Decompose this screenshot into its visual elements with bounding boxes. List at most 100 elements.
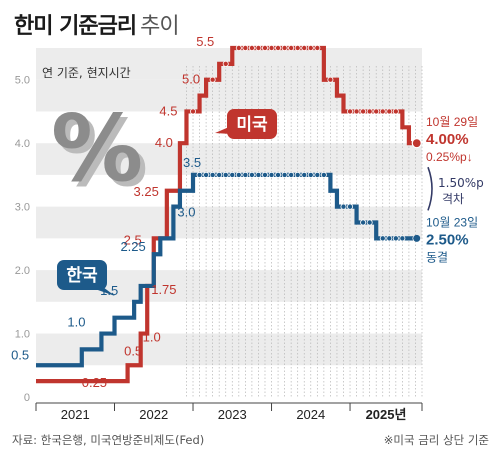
- unit-note: 연 기준, 현지시간: [42, 66, 131, 80]
- korea-flat-dot: [307, 171, 314, 178]
- us-flat-dot: [209, 76, 216, 83]
- gap-bracket: [427, 166, 433, 211]
- korea-flat-dot: [268, 171, 275, 178]
- us-value-label: 0.5: [124, 343, 142, 358]
- us-flat-dot: [222, 60, 229, 67]
- korea-flat-dot: [242, 171, 249, 178]
- us-value-label: 5.5: [196, 34, 214, 49]
- y-tick-label: 4.0: [15, 138, 30, 150]
- us-value-label: 3.25: [134, 184, 159, 199]
- y-tick-label: 3.0: [15, 202, 30, 214]
- korea-flat-dot: [235, 171, 242, 178]
- us-flat-dot: [379, 108, 386, 115]
- us-flat-dot: [347, 108, 354, 115]
- basis-note: ※미국 금리 상단 기준: [383, 433, 489, 447]
- korea-value-label: 2.25: [120, 239, 145, 254]
- us-value-label: 1.0: [143, 330, 161, 345]
- korea-flat-dot: [261, 171, 268, 178]
- us-value-label: 2.5: [124, 232, 142, 247]
- year-label: 2023: [218, 407, 247, 422]
- us-flat-dot: [360, 108, 367, 115]
- grid-band: [36, 79, 422, 112]
- us-end-change: 0.25%p↓: [426, 150, 473, 164]
- us-flat-dot: [255, 45, 262, 52]
- us-flat-dot: [307, 45, 314, 52]
- korea-flat-dot: [386, 235, 393, 242]
- us-flat-dot: [301, 45, 308, 52]
- us-value-label: 0.25: [82, 375, 107, 390]
- korea-flat-dot: [320, 171, 327, 178]
- us-flat-dot: [392, 108, 399, 115]
- x-axis: 2021 2022 2023 2024 2025년: [35, 402, 423, 422]
- point-labels: 0.250.51.01.752.53.254.04.55.05.50.51.01…: [11, 34, 214, 390]
- korea-flat-dot: [347, 203, 354, 210]
- korea-flat-dot: [314, 171, 321, 178]
- us-flat-dot: [294, 45, 301, 52]
- korea-flat-dot: [203, 171, 210, 178]
- korea-flat-dot: [294, 171, 301, 178]
- year-label: 2024: [296, 407, 325, 422]
- korea-flat-dot: [209, 171, 216, 178]
- korea-value-label: 0.5: [11, 347, 29, 362]
- us-tag-pointer: [215, 127, 231, 134]
- korea-flat-dot: [392, 235, 399, 242]
- korea-tag-label: 한국: [66, 266, 98, 286]
- percent-symbol-shadow: %: [56, 100, 148, 207]
- korea-value-label: 3.0: [177, 205, 195, 220]
- korea-tag-pointer: [95, 287, 115, 296]
- korea-flat-dot: [196, 171, 203, 178]
- korea-end-marker: [413, 234, 421, 242]
- series-lines: [36, 45, 418, 384]
- us-flat-dot: [281, 45, 288, 52]
- us-end-date: 10월 29일: [426, 115, 478, 129]
- us-value-label: 4.0: [155, 135, 173, 150]
- end-annotations: 10월 29일 4.00% 0.25%p↓ 10월 23일 2.50% 동결 1.50%p 격…: [426, 115, 484, 264]
- korea-flat-dot: [248, 171, 255, 178]
- year-label: 2025년: [366, 407, 407, 422]
- korea-flat-dot: [379, 235, 386, 242]
- us-flat-dot: [261, 45, 268, 52]
- y-tick-label: 1.0: [15, 329, 30, 341]
- grid-band: [36, 143, 422, 175]
- year-label: 2022: [139, 407, 168, 422]
- us-rate-line: [36, 45, 418, 384]
- korea-value-label: 3.5: [183, 155, 201, 170]
- us-end-value: 4.00%: [426, 131, 469, 148]
- us-flat-dot: [373, 108, 380, 115]
- chart-title-main: 한미 기준금리: [14, 14, 137, 39]
- korea-end-date: 10월 23일: [426, 215, 478, 229]
- us-value-label: 1.75: [151, 282, 176, 297]
- us-tag-label: 미국: [236, 115, 268, 135]
- us-flat-dot: [190, 108, 197, 115]
- y-tick-label: 2.0: [15, 265, 30, 277]
- korea-flat-dot: [340, 203, 347, 210]
- us-flat-dot: [288, 45, 295, 52]
- percent-symbol: %: [51, 95, 143, 202]
- us-flat-dot: [275, 45, 282, 52]
- y-tick-label: 0: [24, 392, 30, 404]
- us-value-label: 5.0: [182, 72, 200, 87]
- korea-flat-dot: [275, 171, 282, 178]
- korea-end-change: 동결: [426, 250, 448, 264]
- us-end-marker: [411, 138, 422, 149]
- korea-flat-dot: [301, 171, 308, 178]
- korea-flat-dot: [255, 171, 262, 178]
- chart-title: 한미 기준금리 추이: [14, 8, 180, 40]
- grid-bands: [36, 48, 422, 366]
- us-tag-box: [227, 109, 277, 139]
- korea-value-label: 1.0: [67, 315, 85, 330]
- us-flat-dot: [353, 108, 360, 115]
- month-gridlines: [186, 66, 423, 397]
- us-flat-dot: [386, 108, 393, 115]
- us-flat-dot: [327, 76, 334, 83]
- us-flat-dot: [314, 45, 321, 52]
- korea-flat-dot: [229, 171, 236, 178]
- korea-tag-box: [57, 260, 107, 290]
- korea-flat-dot: [288, 171, 295, 178]
- percent-symbol-group: % %: [51, 95, 148, 207]
- y-tick-label: 5.0: [15, 75, 30, 87]
- korea-flat-dot: [366, 219, 373, 226]
- us-series-tag: 미국: [215, 109, 277, 139]
- us-flat-dot: [248, 45, 255, 52]
